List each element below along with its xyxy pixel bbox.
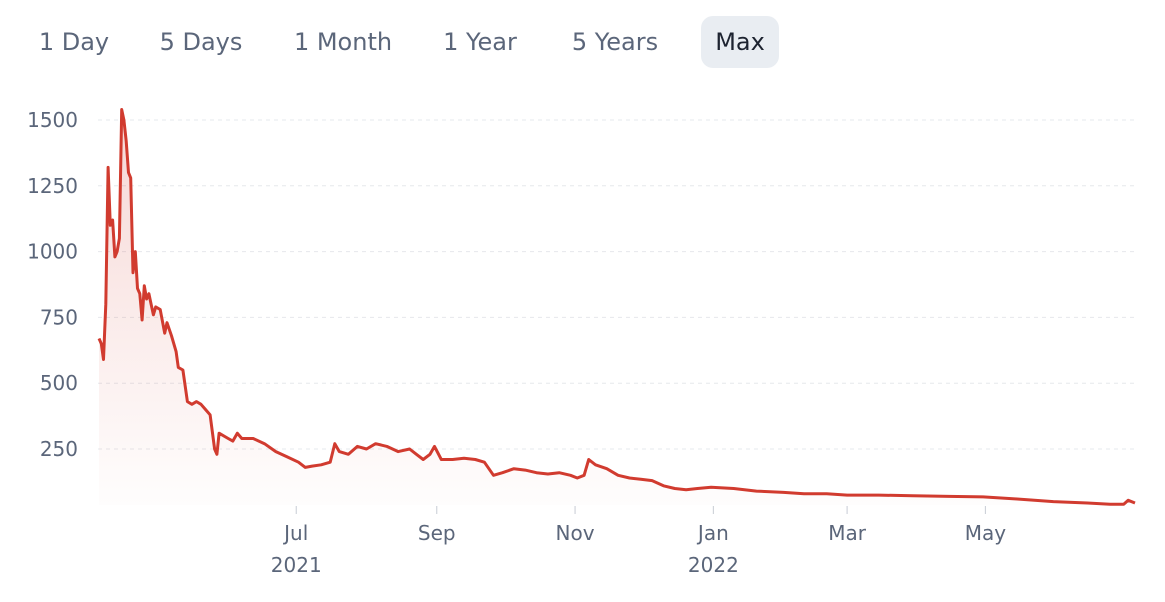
x-tick-label: Jan xyxy=(696,521,729,545)
range-1-day-button[interactable]: 1 Day xyxy=(38,28,110,56)
x-tick-label: Sep xyxy=(418,521,456,545)
range-5-days-button[interactable]: 5 Days xyxy=(159,28,243,56)
x-tick-label: May xyxy=(965,521,1007,545)
y-tick-label: 750 xyxy=(40,305,78,329)
x-tick-label: Jul xyxy=(282,521,308,545)
y-tick-label: 500 xyxy=(40,371,78,395)
range-5-years-button[interactable]: 5 Years xyxy=(571,28,659,56)
x-tick-year-label: 2021 xyxy=(271,553,322,577)
y-axis: 250 500 750 1000 1250 1500 xyxy=(27,108,78,461)
range-max-button[interactable]: Max xyxy=(701,16,779,68)
y-tick-label: 1250 xyxy=(27,174,78,198)
y-tick-label: 250 xyxy=(40,437,78,461)
x-tick-year-label: 2022 xyxy=(688,553,739,577)
price-line xyxy=(97,108,1136,506)
x-axis: Jul 2021 Sep Nov Jan 2022 Mar May xyxy=(271,506,1006,577)
x-tick-label: Mar xyxy=(828,521,867,545)
y-tick-label: 1000 xyxy=(27,240,78,264)
range-1-month-button[interactable]: 1 Month xyxy=(293,28,393,56)
y-tick-label: 1500 xyxy=(27,108,78,132)
grid-lines xyxy=(98,119,1135,450)
x-tick-label: Nov xyxy=(556,521,595,545)
range-1-year-button[interactable]: 1 Year xyxy=(443,28,517,56)
range-selector: 1 Day 5 Days 1 Month 1 Year 5 Years Max xyxy=(0,0,1165,90)
price-area xyxy=(99,109,1135,505)
